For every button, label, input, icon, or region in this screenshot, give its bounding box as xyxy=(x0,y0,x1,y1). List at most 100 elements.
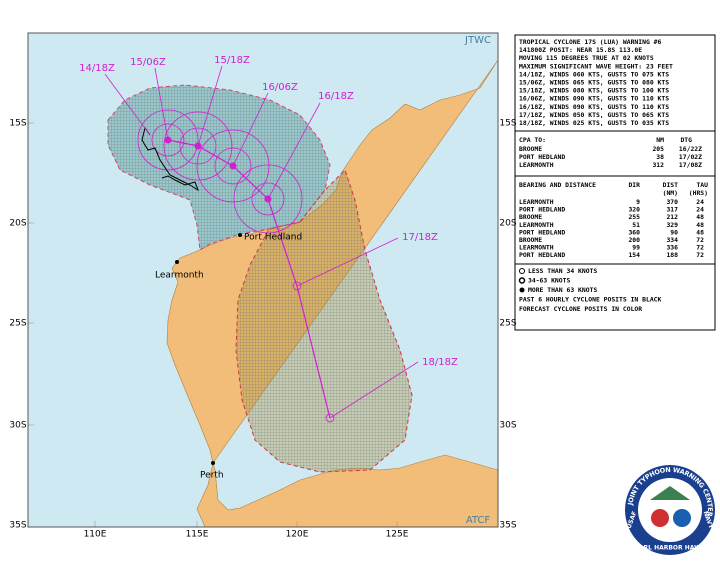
place-label: Port Hedland xyxy=(244,233,302,243)
legend-text: 34-63 KNOTS xyxy=(528,277,570,285)
bearing-cell: 99 xyxy=(632,244,640,252)
place-markers xyxy=(175,233,242,465)
cpa-cell: 312 xyxy=(652,161,664,169)
past-track xyxy=(141,126,199,192)
logo: JOINT TYPHOON WARNING CENTER PEARL HARBO… xyxy=(625,465,715,555)
lat-label: 20S xyxy=(9,219,26,229)
bearing-cell: 24 xyxy=(696,206,704,214)
track-label: 16/18Z xyxy=(318,91,354,102)
cpa-cell: PORT HEDLAND xyxy=(519,153,565,161)
bearing-cell: 334 xyxy=(666,236,678,244)
lon-label: 115E xyxy=(186,530,209,540)
lat-label: 30S xyxy=(499,421,516,431)
logo-emblem xyxy=(673,509,691,527)
bearing-header: TAU xyxy=(696,181,708,189)
bearing-cell: LEARMONTH xyxy=(519,221,554,229)
bearing-cell: 212 xyxy=(666,213,678,221)
warning-line: TROPICAL CYCLONE 17S (LUA) WARNING #6 xyxy=(519,38,662,46)
legend-text: PAST 6 HOURLY CYCLONE POSITS IN BLACK xyxy=(519,296,662,304)
wind-radii xyxy=(137,109,335,423)
lon-label: 110E xyxy=(84,530,107,540)
cpa-header: NM xyxy=(656,136,664,144)
bearing-cell: 200 xyxy=(628,236,640,244)
bearing-cell: 90 xyxy=(670,228,678,236)
bearing-cell: 9 xyxy=(636,198,640,206)
bearing-cell: PORT HEDLAND xyxy=(519,228,565,236)
bearing-cell: BROOME xyxy=(519,236,542,244)
bearing-subheader: (HRS) xyxy=(689,189,708,197)
warning-line: 16/18Z, WINDS 090 KTS, GUSTS TO 110 KTS xyxy=(519,103,669,111)
logo-emblem xyxy=(650,486,690,500)
place-label: Learmonth xyxy=(155,271,204,281)
lat-label: 25S xyxy=(9,319,26,329)
bearing-cell: 329 xyxy=(666,221,678,229)
cpa-cell: BROOME xyxy=(519,145,542,153)
bearing-cell: 48 xyxy=(696,228,704,236)
bearing-cell: 72 xyxy=(696,236,704,244)
warning-line: 17/18Z, WINDS 050 KTS, GUSTS TO 065 KTS xyxy=(519,111,669,119)
lat-label: 20S xyxy=(499,219,516,229)
lat-label: 15S xyxy=(499,119,516,129)
bearing-cell: BROOME xyxy=(519,213,542,221)
bearing-cell: 360 xyxy=(628,228,640,236)
logo-emblem xyxy=(651,509,669,527)
map-frame xyxy=(27,32,499,528)
lat-label: 15S xyxy=(9,119,26,129)
agency-label: ATCF xyxy=(466,515,491,526)
warning-line: 14/18Z, WINDS 060 KTS, GUSTS TO 075 KTS xyxy=(519,70,669,78)
bearing-cell: 72 xyxy=(696,244,704,252)
track-label: 14/18Z xyxy=(79,63,115,74)
track-label: 18/18Z xyxy=(422,357,458,368)
graticule xyxy=(28,122,398,527)
warning-line: 15/06Z, WINDS 065 KTS, GUSTS TO 080 KTS xyxy=(519,79,669,87)
warning-line: 16/06Z, WINDS 090 KTS, GUSTS TO 110 KTS xyxy=(519,95,669,103)
lon-label: 125E xyxy=(386,530,409,540)
cpa-cell: 16/22Z xyxy=(679,145,702,153)
cpa-header: CPA TO: xyxy=(519,136,546,144)
cpa-cell: 205 xyxy=(652,145,664,153)
bearing-cell: PORT HEDLAND xyxy=(519,251,565,259)
bearing-cell: 320 xyxy=(628,206,640,214)
bearing-cell: 336 xyxy=(666,244,678,252)
bearing-cell: LEARMONTH xyxy=(519,198,554,206)
lon-label: 120E xyxy=(286,530,309,540)
warning-line: 15/18Z, WINDS 080 KTS, GUSTS TO 100 KTS xyxy=(519,87,669,95)
place-label: Perth xyxy=(200,471,224,481)
bearing-cell: LEARMONTH xyxy=(519,244,554,252)
bearing-cell: 255 xyxy=(628,213,640,221)
hatch xyxy=(236,170,412,472)
bearing-cell: 317 xyxy=(666,206,678,214)
label-leaders xyxy=(104,65,419,419)
bearing-header: BEARING AND DISTANCE xyxy=(519,181,596,189)
bearing-cell: 72 xyxy=(696,251,704,259)
map xyxy=(28,33,498,527)
track-label: 15/18Z xyxy=(214,55,250,66)
track-label: 17/18Z xyxy=(402,232,438,243)
legend-symbol xyxy=(519,287,525,293)
lat-label: 25S xyxy=(499,319,516,329)
warning-line: 141800Z POSIT: NEAR 15.8S 113.0E xyxy=(519,46,642,54)
warning-panel xyxy=(514,34,716,331)
legend-text: MORE THAN 63 KNOTS xyxy=(528,286,597,294)
warning-line: MAXIMUM SIGNIFICANT WAVE HEIGHT: 23 FEET xyxy=(519,62,673,70)
track-label: 16/06Z xyxy=(262,82,298,93)
bearing-cell: 51 xyxy=(632,221,640,229)
legend-text: LESS THAN 34 KNOTS xyxy=(528,267,597,275)
forecast-track xyxy=(167,139,331,419)
bearing-header: DIST xyxy=(663,181,679,189)
bearing-subheader: (NM) xyxy=(663,189,678,197)
hatch xyxy=(108,85,330,250)
bearing-cell: 154 xyxy=(628,251,640,259)
cpa-header: DTG xyxy=(680,136,692,144)
lat-label: 30S xyxy=(9,421,26,431)
cpa-cell: 38 xyxy=(656,153,664,161)
bearing-cell: 48 xyxy=(696,213,704,221)
legend-text: FORECAST CYCLONE POSITS IN COLOR xyxy=(519,305,642,313)
agency-label: JTWC xyxy=(464,35,491,46)
legend-symbol xyxy=(519,268,525,274)
bearing-cell: 370 xyxy=(666,198,678,206)
warning-line: 18/18Z, WINDS 025 KTS, GUSTS TO 035 KTS xyxy=(519,119,669,127)
logo-text: PEARL HARBOR HAWAII xyxy=(630,545,709,552)
lat-label: 35S xyxy=(9,521,26,531)
